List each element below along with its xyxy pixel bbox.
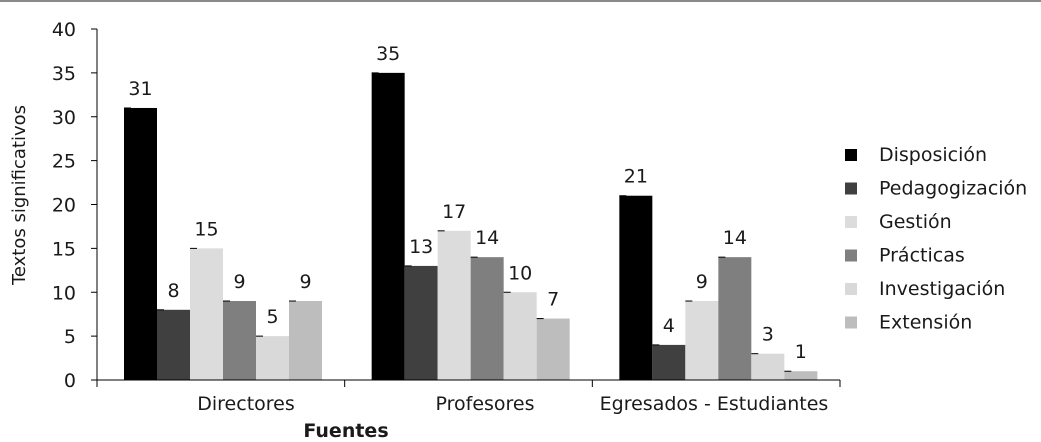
data-label-directores-gestion: 15 xyxy=(194,218,218,240)
top-rule xyxy=(0,0,1041,2)
bar-egresados-estudiantes-investigacion xyxy=(751,353,785,380)
y-tick-label: 15 xyxy=(52,238,76,260)
data-label-directores-disposicion: 31 xyxy=(128,78,152,100)
data-label-egresados-estudiantes-extension: 1 xyxy=(795,341,807,363)
bar-profesores-extension xyxy=(536,318,570,380)
bar-egresados-estudiantes-pedagogizacion xyxy=(652,344,686,380)
data-label-egresados-estudiantes-investigacion: 3 xyxy=(762,324,774,346)
bar-directores-gestion xyxy=(190,248,223,380)
x-category-label: Egresados - Estudiantes xyxy=(600,393,829,415)
bar-egresados-estudiantes-disposicion xyxy=(619,195,653,380)
y-axis-title: Textos significativos xyxy=(9,105,30,286)
legend-swatch-disposicion xyxy=(845,149,857,161)
legend-swatch-gestion xyxy=(845,216,857,228)
y-tick-label: 30 xyxy=(52,107,76,129)
legend-label-gestion: Gestión xyxy=(879,211,952,233)
bar-egresados-estudiantes-gestion xyxy=(685,301,719,380)
bar-egresados-estudiantes-practicas xyxy=(718,257,752,380)
bar-directores-pedagogizacion xyxy=(157,309,190,380)
data-label-egresados-estudiantes-pedagogizacion: 4 xyxy=(663,315,675,337)
legend-swatch-pedagogizacion xyxy=(845,182,857,195)
x-axis-title: Fuentes xyxy=(303,420,388,442)
data-label-directores-investigacion: 5 xyxy=(266,306,278,328)
data-label-directores-pedagogizacion: 8 xyxy=(167,280,179,302)
data-label-profesores-extension: 7 xyxy=(547,289,559,311)
legend-swatch-practicas xyxy=(845,249,857,262)
y-tick-label: 20 xyxy=(52,195,76,217)
data-label-directores-practicas: 9 xyxy=(233,271,245,293)
legend-label-practicas: Prácticas xyxy=(879,245,965,267)
data-label-egresados-estudiantes-gestion: 9 xyxy=(696,271,708,293)
bars-layer xyxy=(124,72,818,380)
data-label-profesores-gestion: 17 xyxy=(442,201,466,223)
bar-profesores-gestion xyxy=(437,230,471,380)
data-label-profesores-disposicion: 35 xyxy=(376,43,400,65)
x-category-label: Profesores xyxy=(435,393,534,415)
bar-profesores-investigacion xyxy=(503,292,537,380)
x-category-label: Directores xyxy=(197,393,295,415)
legend-label-pedagogizacion: Pedagogización xyxy=(879,178,1027,200)
bar-directores-practicas xyxy=(223,301,256,380)
bar-profesores-practicas xyxy=(470,257,504,380)
legend-swatch-extension xyxy=(845,316,857,329)
bar-directores-extension xyxy=(289,301,322,380)
y-tick-label: 25 xyxy=(52,151,76,173)
y-tick-label: 5 xyxy=(64,326,76,348)
data-label-profesores-practicas: 14 xyxy=(475,227,499,249)
data-label-egresados-estudiantes-disposicion: 21 xyxy=(624,166,648,188)
y-tick-label: 40 xyxy=(52,19,76,41)
data-label-egresados-estudiantes-practicas: 14 xyxy=(723,227,747,249)
bar-profesores-disposicion xyxy=(371,72,405,380)
legend-label-investigacion: Investigación xyxy=(879,278,1005,300)
bar-profesores-pedagogizacion xyxy=(404,265,438,380)
legend: Disposición Pedagogización Gestión Práctica… xyxy=(845,144,1027,334)
y-tick-label: 10 xyxy=(52,282,76,304)
legend-swatch-investigacion xyxy=(845,283,857,295)
legend-label-disposicion: Disposición xyxy=(879,144,987,166)
data-label-directores-extension: 9 xyxy=(299,271,311,293)
data-label-profesores-pedagogizacion: 13 xyxy=(409,236,433,258)
bar-directores-investigacion xyxy=(256,336,289,380)
bar-egresados-estudiantes-extension xyxy=(784,371,818,380)
legend-label-extension: Extensión xyxy=(879,312,972,334)
data-label-profesores-investigacion: 10 xyxy=(508,262,532,284)
y-tick-label: 0 xyxy=(64,370,76,392)
y-tick-label: 35 xyxy=(52,63,76,85)
bar-directores-disposicion xyxy=(124,107,157,380)
